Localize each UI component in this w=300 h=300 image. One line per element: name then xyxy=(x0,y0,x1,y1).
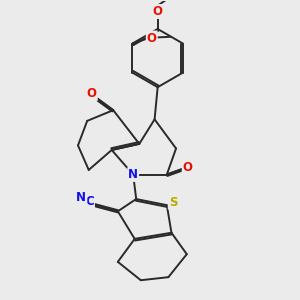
Text: O: O xyxy=(153,5,163,18)
Text: O: O xyxy=(87,87,97,100)
Text: O: O xyxy=(147,32,157,44)
Text: C: C xyxy=(85,195,94,208)
Text: N: N xyxy=(76,191,86,204)
Text: N: N xyxy=(128,168,138,181)
Text: S: S xyxy=(169,196,177,208)
Text: O: O xyxy=(183,161,193,174)
